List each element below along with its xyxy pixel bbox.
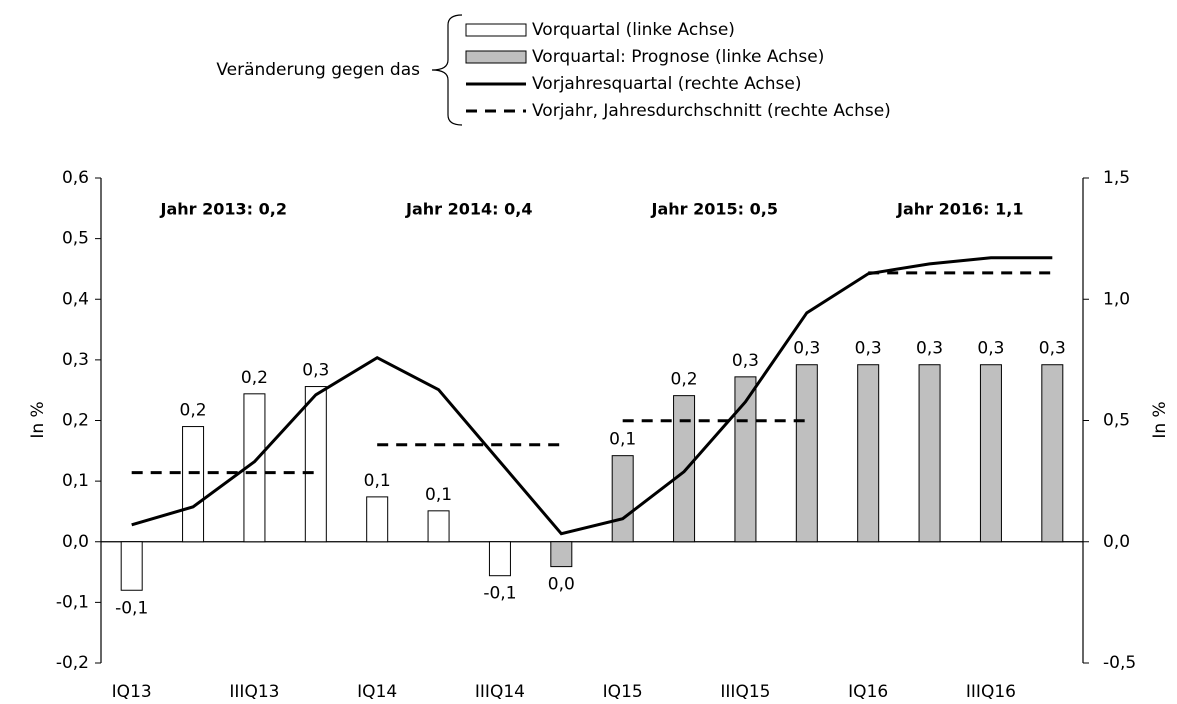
x-tick-label: IIIQ16 — [966, 682, 1016, 702]
y-tick-label: 0,6 — [62, 168, 89, 188]
value-label: 0,2 — [241, 368, 268, 388]
bar — [120, 541, 143, 591]
legend-label: Vorjahr, Jahresdurchschnitt (rechte Achs… — [532, 101, 891, 121]
legend-brace — [431, 14, 463, 126]
value-label: 0,1 — [364, 471, 391, 491]
bar — [979, 364, 1002, 543]
y-tick-label: 0,1 — [62, 471, 89, 491]
bar — [182, 426, 205, 543]
y-tick-label: -0,1 — [56, 592, 89, 612]
value-label: 0,1 — [425, 485, 452, 505]
y-tick-label: 0,5 — [62, 229, 89, 249]
value-label: -0,1 — [115, 598, 148, 618]
y2-axis-label: In % — [1150, 401, 1170, 438]
value-label: 0,2 — [180, 401, 207, 421]
y-tick-label: -0,2 — [56, 653, 89, 673]
value-label: 0,3 — [855, 339, 882, 359]
value-label: 0,3 — [916, 339, 943, 359]
x-tick-label: IIIQ14 — [475, 682, 525, 702]
legend-title: Veränderung gegen das — [216, 60, 420, 80]
bar — [673, 395, 696, 543]
y-tick-label: 0,2 — [62, 411, 89, 431]
bar — [488, 541, 511, 577]
x-tick-label: IQ15 — [603, 682, 643, 702]
bar — [857, 364, 880, 543]
annotation: Jahr 2016: 1,1 — [896, 200, 1023, 219]
y2-tick-label: 1,5 — [1103, 168, 1130, 188]
y-axis-label: In % — [28, 401, 48, 438]
value-label: 0,0 — [548, 575, 575, 595]
bar — [795, 364, 818, 543]
bar — [734, 376, 757, 543]
value-label: 0,1 — [609, 430, 636, 450]
line — [131, 256, 1053, 536]
y2-tick-label: -0,5 — [1103, 653, 1136, 673]
y-tick-label: 0,4 — [62, 289, 89, 309]
value-label: -0,1 — [483, 584, 516, 604]
value-label: 0,3 — [1039, 339, 1066, 359]
bar — [1041, 364, 1064, 543]
legend-label: Vorjahresquartal (rechte Achse) — [532, 74, 802, 94]
y2-tick-label: 0,0 — [1103, 532, 1130, 552]
legend-label: Vorquartal (linke Achse) — [532, 20, 735, 40]
x-tick-label: IIIQ13 — [229, 682, 279, 702]
bar — [366, 496, 389, 543]
x-tick-label: IIIQ15 — [720, 682, 770, 702]
annotation: Jahr 2014: 0,4 — [405, 200, 532, 219]
value-label: 0,3 — [732, 351, 759, 371]
bar — [550, 541, 573, 568]
bar — [304, 386, 327, 543]
y-tick-label: 0,0 — [62, 532, 89, 552]
bar — [427, 510, 450, 543]
value-label: 0,3 — [793, 339, 820, 359]
annotation: Jahr 2013: 0,2 — [160, 200, 287, 219]
x-tick-label: IQ14 — [357, 682, 397, 702]
x-tick-label: IQ16 — [848, 682, 888, 702]
x-tick-label: IQ13 — [112, 682, 152, 702]
y2-tick-label: 0,5 — [1103, 411, 1130, 431]
value-label: 0,3 — [977, 339, 1004, 359]
y-tick-label: 0,3 — [62, 350, 89, 370]
legend-label: Vorquartal: Prognose (linke Achse) — [532, 47, 824, 67]
value-label: 0,2 — [671, 370, 698, 390]
bar — [918, 364, 941, 543]
legend-swatch — [465, 50, 527, 64]
y2-tick-label: 1,0 — [1103, 289, 1130, 309]
bar — [611, 455, 634, 543]
legend-swatch — [465, 23, 527, 37]
value-label: 0,3 — [302, 361, 329, 381]
annotation: Jahr 2015: 0,5 — [651, 200, 778, 219]
